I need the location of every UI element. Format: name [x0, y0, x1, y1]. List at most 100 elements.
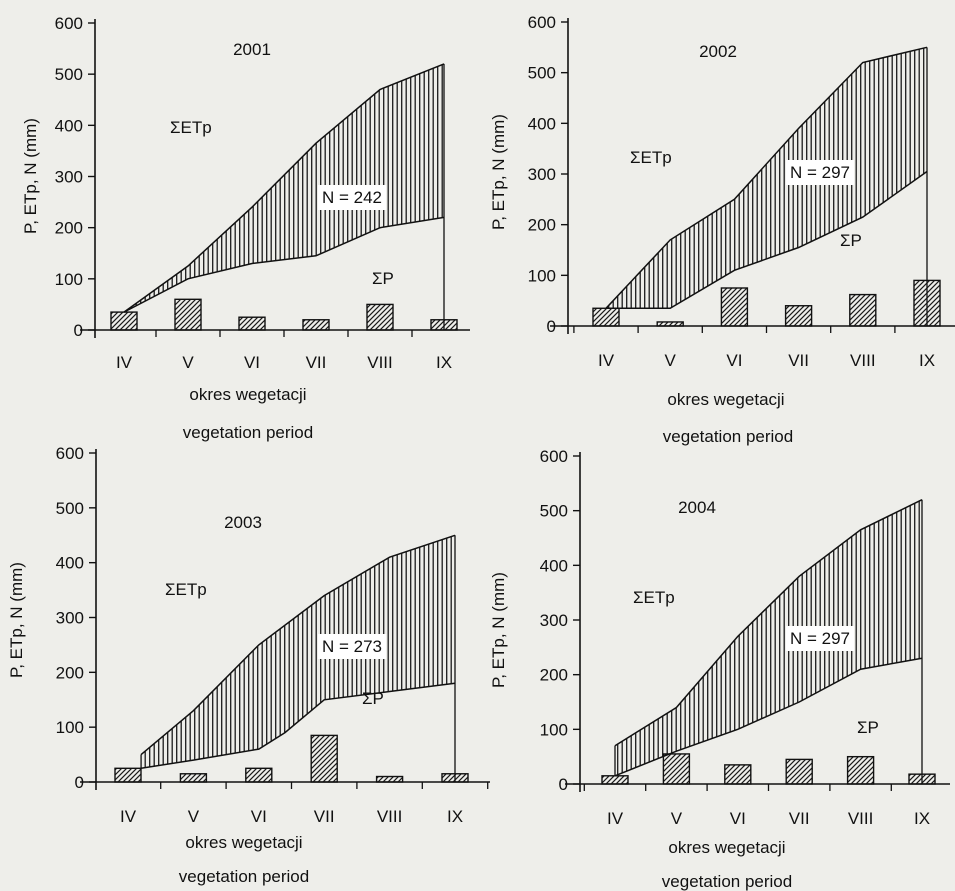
x-axis-label-en-2003: vegetation period: [179, 867, 309, 886]
y-tick-label-2001-500: 500: [55, 65, 83, 84]
precip-bar-2003-VI: [245, 767, 273, 783]
x-tick-label-2002-IX: IX: [919, 351, 935, 370]
chart-title-2002: 2002: [699, 42, 737, 61]
plot-area-2003: 0 100 200 300 400 500 600 IV V VI VII VIII IX: [56, 444, 490, 826]
y-tick-label-2001-200: 200: [55, 219, 83, 238]
precip-bar-2002-VI: [720, 287, 749, 327]
x-tick-label-2003-VII: VII: [314, 807, 335, 826]
n-deficit-area-2004: [615, 499, 922, 776]
x-tick-label-2003-IX: IX: [447, 807, 463, 826]
precip-bar-2003-IV: [114, 767, 142, 783]
p-series-label-2001: ΣP: [372, 269, 394, 288]
precip-bar-2004-IV: [601, 775, 629, 785]
etp-line-2003: [140, 534, 456, 756]
x-axis-label-pl-2004: okres wegetacji: [668, 838, 785, 857]
y-tick-label-2004-100: 100: [540, 720, 568, 739]
chart-panel-2003: 0 100 200 300 400 500 600 IV V VI VII VIII IX 2003 P…: [7, 444, 490, 886]
y-tick-label-2001-400: 400: [55, 116, 83, 135]
p-line-2004: [614, 657, 923, 777]
x-tick-label-2002-V: V: [665, 351, 677, 370]
y-tick-label-2004-200: 200: [540, 666, 568, 685]
x-tick-label-2003-VIII: VIII: [377, 807, 403, 826]
y-tick-label-2004-300: 300: [540, 611, 568, 630]
y-axis-label-2001: P, ETp, N (mm): [21, 118, 40, 234]
n-label-box: [786, 626, 855, 651]
x-tick-label-2001-VII: VII: [306, 353, 327, 372]
n-deficit-label-2002: N = 297: [790, 163, 850, 182]
p-line-2001: [123, 216, 445, 313]
y-tick-label-2004-500: 500: [540, 502, 568, 521]
x-tick-label-2003-VI: VI: [251, 807, 267, 826]
x-axis-label-en-2004: vegetation period: [662, 872, 792, 891]
precip-bar-2002-IV: [592, 307, 620, 327]
y-axis-label-2002: P, ETp, N (mm): [489, 114, 508, 230]
y-tick-label-2003-100: 100: [56, 718, 84, 737]
chart-title-2004: 2004: [678, 498, 716, 517]
y-tick-label-2001-300: 300: [55, 168, 83, 187]
y-tick-label-2004-600: 600: [540, 447, 568, 466]
precip-bar-2004-VIII: [846, 755, 875, 785]
x-tick-label-2004-IV: IV: [607, 809, 624, 828]
x-tick-label-2004-V: V: [671, 809, 683, 828]
x-axis-label-pl-2003: okres wegetacji: [185, 833, 302, 852]
precip-bar-2001-VI: [238, 316, 266, 331]
chart-title-2003: 2003: [224, 513, 262, 532]
x-tick-label-2001-VI: VI: [244, 353, 260, 372]
y-tick-label-2002-400: 400: [528, 114, 556, 133]
n-deficit-area-2003: [141, 535, 455, 769]
n-label-box: [318, 185, 387, 210]
y-tick-label-2002-600: 600: [528, 13, 556, 32]
x-tick-label-2001-VIII: VIII: [367, 353, 393, 372]
x-tick-label-2002-VI: VI: [726, 351, 742, 370]
etp-line-2001: [123, 63, 445, 313]
precip-bar-2004-V: [662, 753, 691, 785]
x-tick-label-2004-VII: VII: [789, 809, 810, 828]
precip-bar-2003-VII: [310, 734, 338, 783]
x-axis-label-en-2001: vegetation period: [183, 423, 313, 442]
precip-bar-2004-VII: [785, 758, 813, 785]
precip-bar-2003-V: [179, 773, 208, 783]
n-deficit-area-2001: [124, 63, 444, 313]
x-tick-label-2003-IV: IV: [120, 807, 137, 826]
x-tick-label-2002-IV: IV: [598, 351, 615, 370]
y-tick-label-2003-300: 300: [56, 609, 84, 628]
x-tick-label-2002-VIII: VIII: [850, 351, 876, 370]
n-deficit-label-2004: N = 297: [790, 629, 850, 648]
n-label-box: [318, 634, 387, 659]
precip-bar-2002-V: [656, 321, 684, 327]
p-series-label-2002: ΣP: [840, 231, 862, 250]
plot-area-2004: 0 100 200 300 400 500 600 IV V VI VII VIII IX: [540, 447, 950, 828]
x-axis-label-pl-2001: okres wegetacji: [189, 385, 306, 404]
etp-line-2004: [614, 499, 923, 747]
y-tick-label-2003-0: 0: [75, 773, 84, 792]
chart-panel-2002: 0 100 200 300 400 500 600 IV V VI VII VIII IX 2002 P…: [489, 13, 955, 446]
x-tick-label-2002-VII: VII: [788, 351, 809, 370]
etp-series-label-2003: ΣETp: [165, 580, 207, 599]
y-tick-label-2003-600: 600: [56, 444, 84, 463]
plot-area-2002: 0 100 200 300 400 500 600 IV V VI VII VIII IX: [528, 13, 955, 370]
x-tick-label-2004-VIII: VIII: [848, 809, 874, 828]
etp-series-label-2001: ΣETp: [170, 118, 212, 137]
y-axis-label-2004: P, ETp, N (mm): [489, 572, 508, 688]
y-tick-label-2004-0: 0: [559, 775, 568, 794]
precip-bar-2002-VIII: [849, 293, 877, 327]
n-deficit-label-2003: N = 273: [322, 637, 382, 656]
plot-area-2001: 0 100 200 300 400 500 600 IV V VI VII VIII IX: [55, 14, 470, 372]
p-line-2003: [140, 682, 456, 770]
y-tick-label-2002-300: 300: [528, 165, 556, 184]
n-label-box: [786, 160, 855, 185]
p-series-label-2003: ΣP: [362, 689, 384, 708]
n-deficit-area-2002: [606, 47, 927, 309]
n-deficit-label-2001: N = 242: [322, 188, 382, 207]
x-tick-label-2001-V: V: [182, 353, 194, 372]
precip-bar-2001-IV: [110, 311, 138, 331]
x-axis-label-en-2002: vegetation period: [663, 427, 793, 446]
y-axis-label-2003: P, ETp, N (mm): [7, 562, 26, 678]
x-tick-label-2004-VI: VI: [730, 809, 746, 828]
precip-bar-2001-VIII: [366, 303, 394, 331]
x-tick-label-2001-IX: IX: [436, 353, 452, 372]
x-tick-label-2001-IV: IV: [116, 353, 133, 372]
x-tick-label-2004-IX: IX: [914, 809, 930, 828]
precip-bar-2002-VII: [784, 305, 813, 327]
